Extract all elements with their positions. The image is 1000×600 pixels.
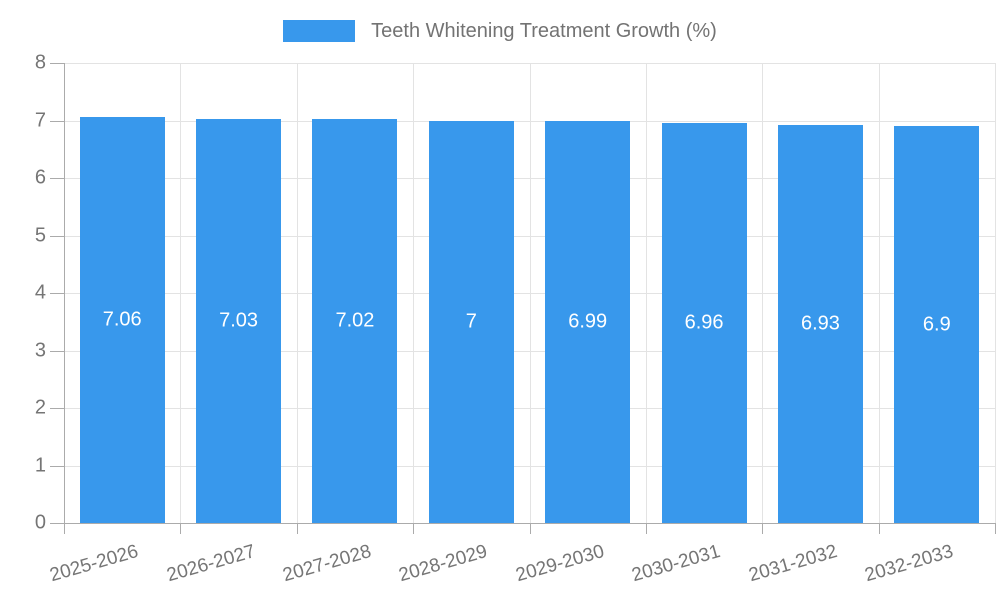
x-tick-label: 2026-2027 bbox=[164, 541, 258, 587]
x-grid-line bbox=[995, 63, 996, 523]
y-tick-label: 1 bbox=[34, 454, 46, 476]
bar[interactable] bbox=[661, 122, 747, 523]
chart-legend[interactable]: Teeth Whitening Treatment Growth (%) bbox=[0, 18, 1000, 44]
y-tick-mark bbox=[50, 235, 64, 237]
x-tick-mark bbox=[995, 523, 996, 534]
x-grid-line bbox=[180, 63, 182, 523]
x-tick-mark bbox=[64, 523, 65, 534]
y-tick-mark bbox=[50, 63, 64, 64]
x-tick-label: 2029-2030 bbox=[513, 541, 607, 587]
y-tick-label: 0 bbox=[34, 511, 46, 534]
x-tick-mark bbox=[762, 523, 764, 534]
bar-value-label: 7.03 bbox=[219, 309, 259, 332]
x-grid-line bbox=[762, 63, 764, 523]
y-tick-mark bbox=[50, 120, 64, 122]
x-grid-line bbox=[413, 63, 415, 523]
bar-value-label: 6.93 bbox=[800, 312, 840, 335]
bar-value-label: 7.06 bbox=[102, 308, 142, 331]
y-tick-mark bbox=[50, 350, 64, 352]
y-tick-label: 8 bbox=[34, 51, 46, 74]
y-tick-label: 3 bbox=[34, 339, 46, 361]
y-tick-mark bbox=[50, 293, 64, 294]
bar[interactable] bbox=[196, 118, 282, 523]
legend-swatch bbox=[283, 20, 356, 42]
x-grid-line bbox=[296, 63, 298, 523]
x-tick-mark bbox=[296, 523, 298, 534]
x-tick-label: 2027-2028 bbox=[280, 541, 374, 587]
y-tick-label: 7 bbox=[34, 109, 46, 131]
bar-value-label: 7.02 bbox=[335, 309, 375, 332]
x-tick-mark bbox=[529, 523, 531, 534]
y-tick-mark bbox=[50, 178, 64, 179]
legend-label: Teeth Whitening Treatment Growth (%) bbox=[371, 20, 717, 42]
x-tick-label: 2031-2032 bbox=[746, 541, 840, 587]
x-grid-line bbox=[878, 63, 880, 523]
bar-value-label: 6.9 bbox=[922, 313, 951, 336]
bar[interactable] bbox=[79, 117, 165, 523]
y-axis-line bbox=[64, 63, 65, 523]
bar-value-label: 7 bbox=[465, 310, 477, 333]
x-grid-line bbox=[529, 63, 531, 523]
y-tick-mark bbox=[50, 523, 64, 524]
y-tick-label: 5 bbox=[34, 224, 46, 246]
x-tick-label: 2032-2033 bbox=[862, 541, 956, 587]
x-tick-mark bbox=[413, 523, 415, 534]
bar[interactable] bbox=[894, 126, 980, 523]
x-tick-mark bbox=[180, 523, 182, 534]
y-tick-label: 4 bbox=[34, 281, 46, 304]
bar-value-label: 6.96 bbox=[684, 311, 724, 334]
bar[interactable] bbox=[545, 121, 631, 523]
y-tick-label: 2 bbox=[34, 396, 46, 419]
y-tick-label: 6 bbox=[34, 166, 46, 189]
y-tick-mark bbox=[50, 408, 64, 409]
bar[interactable] bbox=[428, 120, 514, 523]
x-tick-mark bbox=[645, 523, 647, 534]
x-tick-label: 2028-2029 bbox=[396, 541, 491, 587]
y-tick-mark bbox=[50, 465, 64, 467]
bar[interactable] bbox=[777, 124, 863, 523]
x-tick-label: 2030-2031 bbox=[629, 541, 723, 587]
bar-value-label: 6.99 bbox=[568, 310, 608, 333]
x-tick-label: 2025-2026 bbox=[47, 541, 141, 587]
bar[interactable] bbox=[312, 119, 398, 523]
x-axis-line bbox=[64, 523, 996, 524]
x-grid-line bbox=[645, 63, 647, 523]
x-tick-mark bbox=[878, 523, 880, 534]
